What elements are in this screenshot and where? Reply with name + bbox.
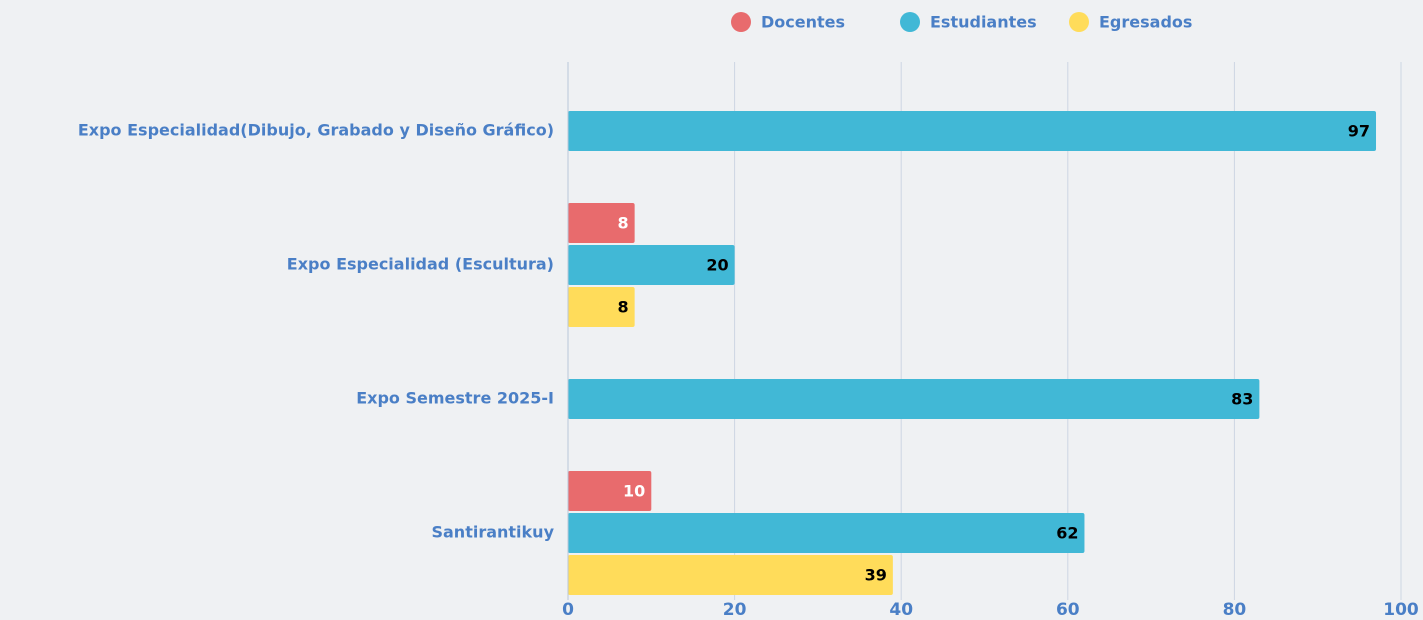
data-label: 8	[617, 214, 628, 233]
bar	[568, 513, 1085, 553]
y-tick-label: Santirantikuy	[431, 523, 554, 542]
bar	[568, 111, 1377, 151]
legend-swatch	[1069, 12, 1089, 32]
y-tick-label: Expo Especialidad(Dibujo, Grabado y Dise…	[78, 121, 554, 140]
bar	[568, 245, 735, 285]
x-tick-label: 60	[1056, 600, 1080, 620]
data-label: 62	[1056, 524, 1078, 543]
legend-label: Estudiantes	[930, 13, 1037, 32]
data-label: 97	[1348, 122, 1370, 141]
bar	[568, 203, 635, 243]
data-label: 10	[623, 482, 645, 501]
bar	[568, 555, 893, 595]
y-tick-label: Expo Especialidad (Escultura)	[287, 255, 554, 274]
legend-swatch	[900, 12, 920, 32]
data-label: 20	[706, 256, 728, 275]
x-tick-label: 100	[1383, 600, 1419, 620]
bar	[568, 471, 652, 511]
data-label: 83	[1231, 390, 1253, 409]
x-tick-label: 20	[723, 600, 747, 620]
data-label: 39	[865, 566, 887, 585]
y-tick-label: Expo Semestre 2025-I	[356, 389, 554, 408]
legend-swatch	[731, 12, 751, 32]
data-label: 8	[617, 298, 628, 317]
x-tick-label: 0	[562, 600, 574, 620]
legend-label: Docentes	[761, 13, 845, 32]
legend-label: Egresados	[1099, 13, 1192, 32]
x-tick-label: 80	[1223, 600, 1247, 620]
bar	[568, 287, 635, 327]
bar	[568, 379, 1260, 419]
x-tick-label: 40	[889, 600, 913, 620]
